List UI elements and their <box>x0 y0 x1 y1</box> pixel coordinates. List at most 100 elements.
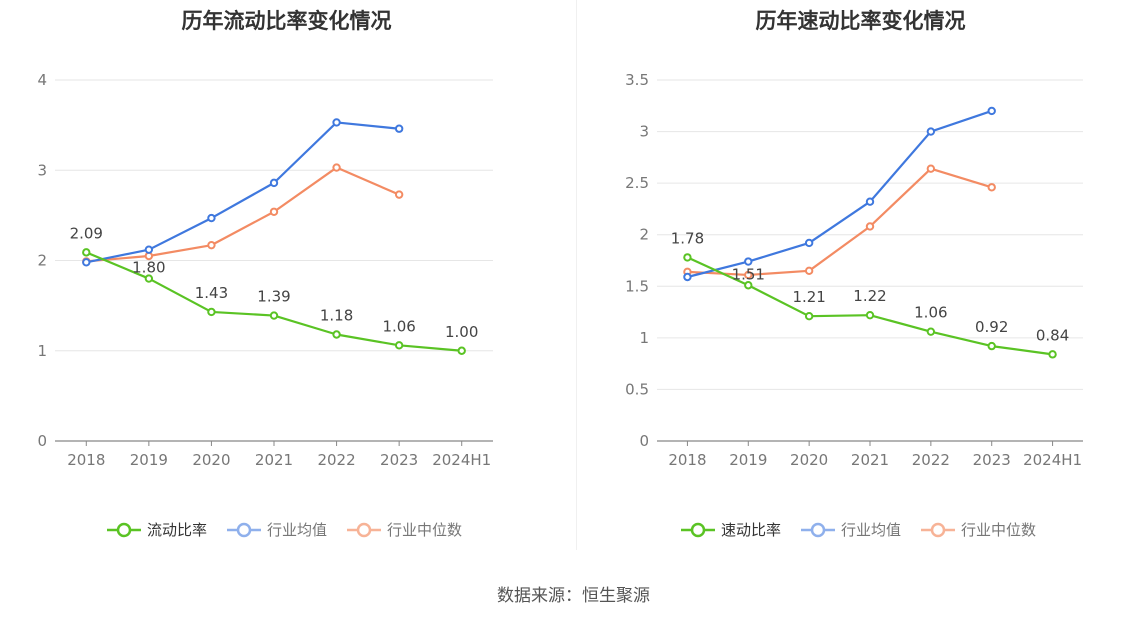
data-point <box>683 253 692 262</box>
data-label: 1.80 <box>132 259 165 277</box>
data-point <box>1048 350 1057 359</box>
data-point <box>207 240 216 250</box>
y-tick-label: 2 <box>37 252 47 270</box>
data-label: 1.22 <box>853 287 886 305</box>
legend-item: 行业均值 <box>227 521 327 539</box>
data-label: 0.92 <box>975 318 1008 336</box>
legend-label: 流动比率 <box>147 521 207 539</box>
panel-divider <box>576 0 577 550</box>
legend-marker <box>690 522 706 538</box>
x-tick-label: 2024H1 <box>1023 451 1082 469</box>
data-point <box>144 274 154 283</box>
data-point <box>394 124 404 133</box>
x-tick-label: 2023 <box>380 451 418 469</box>
data-point <box>207 307 216 317</box>
x-tick-label: 2022 <box>317 451 355 469</box>
x-tick-label: 2020 <box>192 451 230 469</box>
series-line-1 <box>86 121 400 264</box>
chart-title: 历年流动比率变化情况 <box>181 9 392 33</box>
data-point <box>804 238 814 248</box>
x-tick-label: 2018 <box>67 451 105 469</box>
current-ratio-chart: 0 1 2 3 4 2018 2019 2020 2021 2022 2023 2024H1 2.09 1… <box>37 71 493 539</box>
data-point <box>207 213 216 223</box>
chart-title: 历年速动比率变化情况 <box>755 9 966 33</box>
series-line-2 <box>86 166 400 263</box>
data-point <box>457 346 466 355</box>
data-label: 1.18 <box>320 307 353 325</box>
data-point <box>744 270 753 280</box>
legend-item: 速动比率 <box>681 521 781 539</box>
series-line-1 <box>687 109 993 279</box>
legend-label: 行业均值 <box>267 521 327 539</box>
data-label: 2.09 <box>70 224 103 242</box>
data-point <box>865 222 875 231</box>
data-label: 1.43 <box>195 284 228 302</box>
y-tick-label: 1.5 <box>625 277 649 295</box>
y-tick-label: 2.5 <box>625 174 649 192</box>
y-tick-label: 0.5 <box>625 380 649 398</box>
data-point <box>744 257 753 266</box>
data-point <box>926 164 936 173</box>
data-label: 1.51 <box>732 265 765 283</box>
data-point <box>82 258 91 267</box>
data-point <box>804 266 814 276</box>
x-tick-label: 2019 <box>729 451 767 469</box>
series-line-2 <box>687 167 993 277</box>
legend-label: 行业中位数 <box>961 521 1036 539</box>
x-tick-label: 2019 <box>130 451 168 469</box>
data-label: 1.78 <box>671 229 704 247</box>
data-point <box>394 341 404 350</box>
legend-label: 行业中位数 <box>387 521 462 539</box>
legend-label: 行业均值 <box>841 521 901 539</box>
data-source-note: 数据来源：恒生聚源 <box>497 586 650 606</box>
data-label: 1.39 <box>257 288 290 306</box>
x-tick-label: 2018 <box>668 451 706 469</box>
data-label: 1.06 <box>382 317 415 335</box>
x-tick-label: 2021 <box>255 451 293 469</box>
data-point <box>926 327 936 336</box>
data-point <box>144 245 154 254</box>
y-tick-label: 1 <box>37 342 47 360</box>
data-point <box>987 341 996 351</box>
data-point <box>683 272 692 282</box>
y-tick-label: 3 <box>37 161 47 179</box>
legend-item: 流动比率 <box>107 521 207 539</box>
data-label: 1.06 <box>914 304 947 322</box>
x-tick-label: 2024H1 <box>432 451 491 469</box>
data-point <box>332 330 341 339</box>
x-tick-label: 2020 <box>790 451 828 469</box>
y-tick-label: 3 <box>639 123 649 141</box>
data-label: 1.21 <box>792 288 825 306</box>
x-tick-label: 2023 <box>973 451 1011 469</box>
data-point <box>987 183 996 192</box>
data-point <box>744 281 753 290</box>
x-tick-label: 2021 <box>851 451 889 469</box>
legend-marker <box>930 522 946 538</box>
legend-item: 行业中位数 <box>347 521 462 539</box>
legend-marker <box>356 522 372 538</box>
y-tick-label: 3.5 <box>625 71 649 89</box>
legend-item: 行业中位数 <box>921 521 1036 539</box>
data-point <box>394 190 404 199</box>
y-tick-label: 0 <box>639 432 649 450</box>
data-point <box>269 178 279 188</box>
data-point <box>269 311 279 320</box>
data-point <box>82 248 91 257</box>
y-tick-label: 0 <box>37 432 47 450</box>
legend-item: 行业均值 <box>801 521 901 539</box>
data-label: 0.84 <box>1036 326 1069 344</box>
data-point <box>269 207 279 216</box>
data-label: 1.00 <box>445 323 478 341</box>
quick-ratio-chart-panel: 历年速动比率变化情况 0 0.5 1 1.5 2 2.5 3 3.5 2018 2019 2020 2… <box>574 0 1147 560</box>
legend-marker <box>810 522 826 538</box>
y-tick-label: 4 <box>37 71 47 89</box>
y-tick-label: 1 <box>639 329 649 347</box>
current-ratio-chart-panel: 历年流动比率变化情况 0 1 2 3 4 2018 2019 2020 2021 2022 2023… <box>0 0 573 560</box>
data-point <box>332 118 341 127</box>
x-tick-label: 2022 <box>912 451 950 469</box>
legend-marker <box>116 522 132 538</box>
quick-ratio-chart: 0 0.5 1 1.5 2 2.5 3 3.5 2018 2019 2020 2021 2022 2023… <box>625 71 1083 539</box>
y-tick-label: 2 <box>639 226 649 244</box>
data-point <box>865 197 875 206</box>
data-point <box>865 310 875 320</box>
